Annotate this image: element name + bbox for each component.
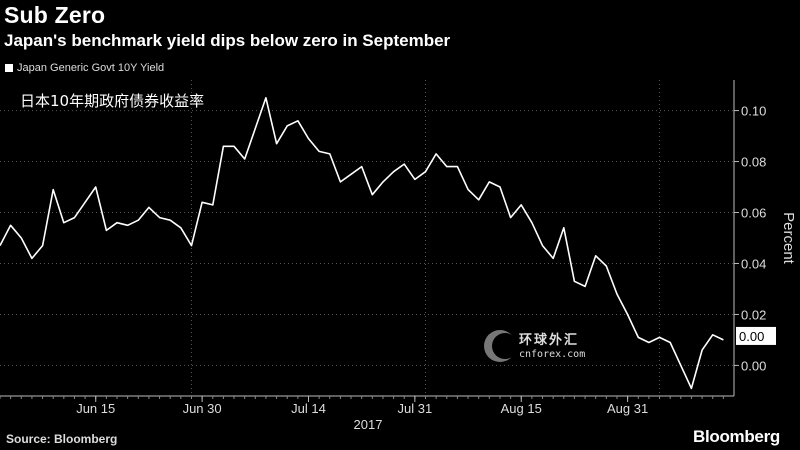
x-tick-label: Jun 15 bbox=[76, 401, 115, 416]
watermark-logo-cutout-icon bbox=[492, 333, 518, 359]
watermark-en-text: cnforex.com bbox=[519, 349, 585, 360]
source-note: Source: Bloomberg bbox=[6, 432, 118, 446]
legend-swatch bbox=[5, 64, 13, 72]
chart-subtitle: Japan's benchmark yield dips below zero … bbox=[4, 31, 451, 50]
x-year-label: 2017 bbox=[354, 417, 383, 432]
watermark-cn-text: 环球外汇 bbox=[519, 332, 579, 348]
y-tick-label: 0.04 bbox=[741, 256, 766, 271]
last-value-label: 0.00 bbox=[739, 329, 764, 344]
y-tick-label: 0.00 bbox=[741, 358, 766, 373]
chart-title: Sub Zero bbox=[4, 2, 106, 28]
y-tick-label: 0.02 bbox=[741, 307, 766, 322]
y-tick-label: 0.06 bbox=[741, 206, 766, 221]
x-tick-label: Aug 31 bbox=[607, 401, 648, 416]
x-tick-label: Jul 14 bbox=[291, 401, 326, 416]
legend-label: Japan Generic Govt 10Y Yield bbox=[17, 62, 165, 74]
x-tick-label: Aug 15 bbox=[501, 401, 542, 416]
chart-annotation: 日本10年期政府债券收益率 bbox=[20, 92, 204, 110]
bloomberg-logo: Bloomberg bbox=[692, 427, 780, 446]
series-line-jgb-10y bbox=[0, 97, 724, 390]
y-axis-title: Percent bbox=[780, 212, 797, 265]
y-tick-label: 0.10 bbox=[741, 104, 766, 119]
y-tick-label: 0.08 bbox=[741, 155, 766, 170]
legend: Japan Generic Govt 10Y Yield bbox=[5, 62, 164, 74]
x-tick-label: Jun 30 bbox=[183, 401, 222, 416]
last-value-box bbox=[736, 326, 776, 345]
x-tick-label: Jul 31 bbox=[398, 401, 433, 416]
